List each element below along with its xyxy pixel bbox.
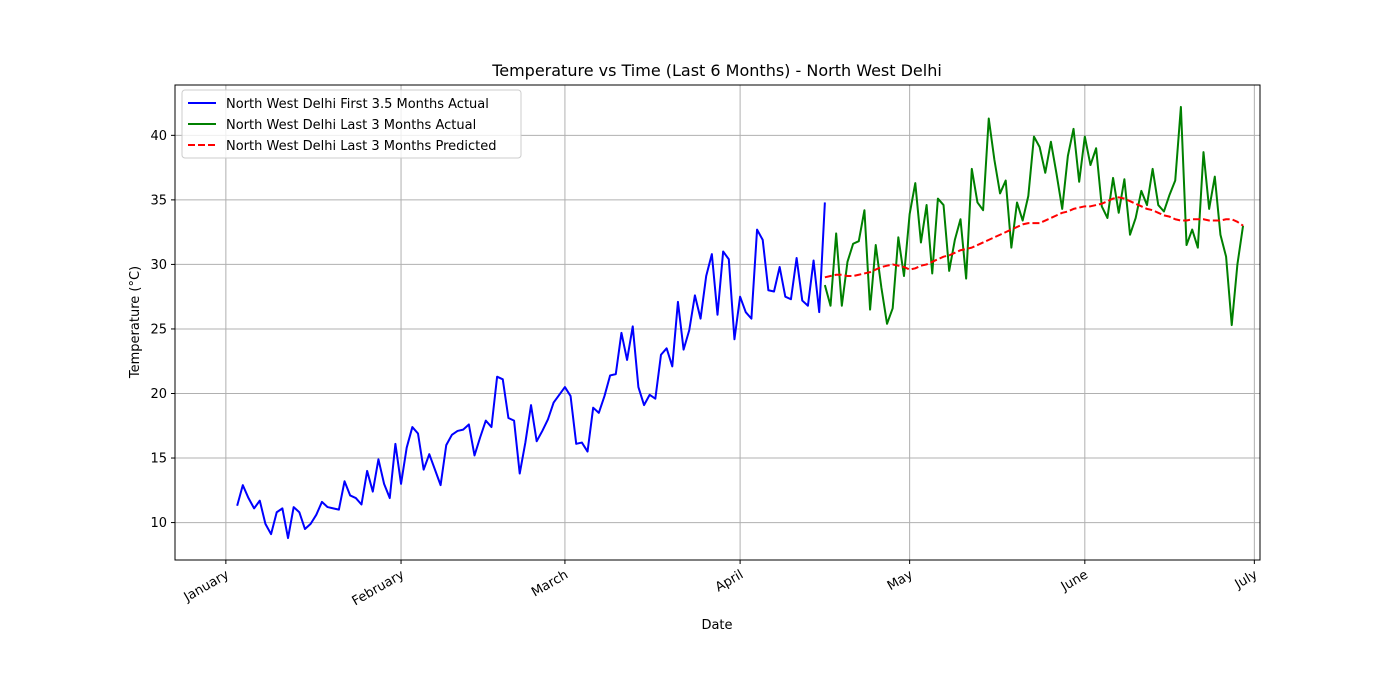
y-tick-label: 10 <box>150 516 167 531</box>
x-tick-label: January <box>181 567 232 605</box>
y-axis-label: Temperature (°C) <box>128 266 143 379</box>
grid-layer <box>175 85 1260 560</box>
y-tick-label: 25 <box>150 322 167 337</box>
plot-frame <box>174 84 1261 561</box>
legend-box <box>181 89 522 159</box>
x-axis-label: Date <box>701 618 732 633</box>
x-tick-label: June <box>1058 567 1091 595</box>
series-line-2 <box>823 105 1245 327</box>
legend-label-1: North West Delhi First 3.5 Months Actual <box>226 97 489 112</box>
series-line-3 <box>824 196 1244 279</box>
legend: North West Delhi First 3.5 Months Actual… <box>181 89 522 159</box>
series-layer <box>236 105 1245 540</box>
y-tick-label: 35 <box>150 193 167 208</box>
x-tick-label: March <box>529 567 571 600</box>
x-tick-label: July <box>1232 567 1261 592</box>
x-tick-label: May <box>885 567 916 594</box>
series-line-1 <box>236 202 826 540</box>
y-tick-label: 20 <box>150 387 167 402</box>
legend-label-2: North West Delhi Last 3 Months Actual <box>226 118 476 133</box>
y-tick-label: 40 <box>150 129 167 144</box>
chart-title: Temperature vs Time (Last 6 Months) - No… <box>491 61 942 80</box>
x-tick-label: April <box>713 567 746 595</box>
legend-label-3: North West Delhi Last 3 Months Predicted <box>226 139 496 154</box>
x-tick-label: February <box>350 567 408 609</box>
y-tick-label: 30 <box>150 258 167 273</box>
y-tick-label: 15 <box>150 452 167 467</box>
ticks-layer: 10 15 20 25 30 35 40 January February March April M… <box>150 129 1260 609</box>
